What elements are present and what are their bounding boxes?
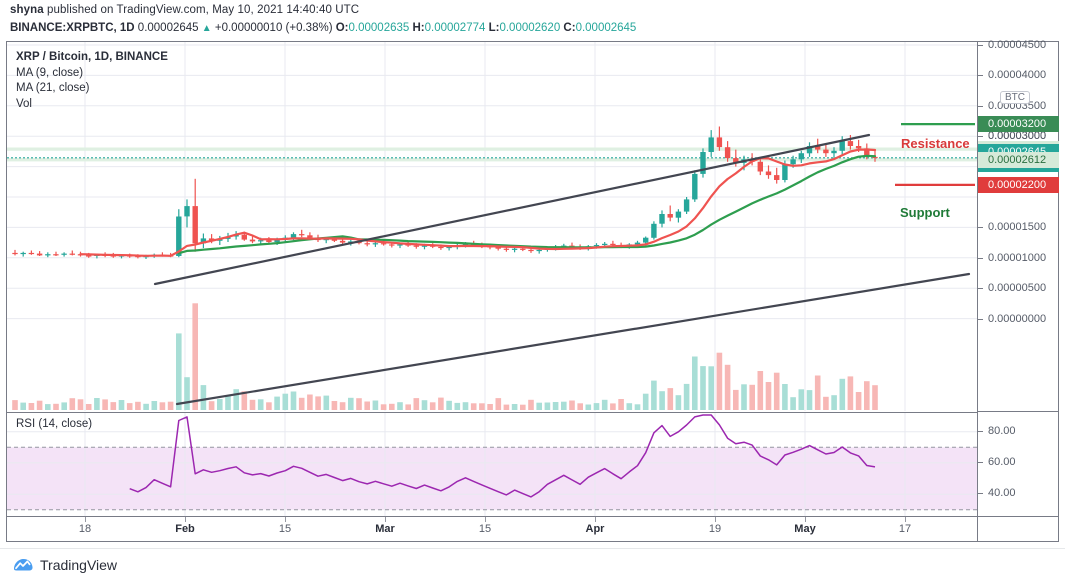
price-chart-pane[interactable]: XRP / Bitcoin, 1D, BINANCE MA (9, close)… [6, 41, 978, 412]
close-value: 0.00002645 [575, 22, 637, 34]
price-axis-label: 0.00004000 [988, 69, 1047, 82]
price-axis-label: 0.00000500 [988, 282, 1047, 295]
low-value: 0.00002620 [499, 22, 561, 34]
time-tick [805, 517, 806, 522]
time-axis-label: Mar [375, 523, 395, 535]
ma21-tag[interactable]: 0.00002612 [978, 151, 1059, 168]
publisher-line: shyna published on TradingView.com, May … [10, 4, 359, 16]
time-axis-label: 15 [278, 523, 292, 535]
support-tag[interactable]: 0.00002200 [978, 176, 1059, 193]
resistance-label[interactable]: Resistance [901, 136, 970, 151]
time-axis-label: May [794, 523, 816, 535]
price-change: +0.00000010 (+0.38%) [214, 22, 333, 34]
time-axis-label: 18 [78, 523, 92, 535]
time-axis[interactable]: 18 Feb 15 Mar 15 Apr 19 May 17 [6, 517, 978, 542]
time-tick [385, 517, 386, 522]
time-axis-label: Apr [585, 523, 605, 535]
symbol-quote-line: BINANCE:XRPBTC, 1D 0.00002645 ▲ +0.00000… [10, 22, 636, 34]
time-axis-label: 17 [898, 523, 912, 535]
price-axis[interactable]: 0.00004500 0.00004000 0.00003500 0.00003000… [978, 39, 1059, 412]
rsi-legend[interactable]: RSI (14, close) [16, 418, 93, 430]
tradingview-logo-icon [12, 556, 34, 574]
price-axis-label: 0.00001500 [988, 221, 1047, 234]
low-key: L: [488, 22, 500, 34]
author-name: shyna [10, 4, 44, 16]
time-tick [85, 517, 86, 522]
price-axis-label: 0.00004500 [988, 39, 1047, 51]
price-tag-value: 0.00002612 [988, 153, 1047, 166]
footer-divider [0, 548, 1065, 549]
price-axis-label: 0.00001000 [988, 251, 1047, 264]
time-tick [185, 517, 186, 522]
support-label[interactable]: Support [900, 205, 950, 220]
rsi-axis-label: 40.00 [988, 487, 1016, 500]
open-key: O: [335, 22, 349, 34]
rsi-axis[interactable]: 80.00 60.00 40.00 [978, 412, 1059, 517]
symbol-label: BINANCE:XRPBTC, 1D [10, 22, 135, 34]
time-tick [715, 517, 716, 522]
time-axis-label: 15 [478, 523, 492, 535]
price-axis-label-30000: 0.00003000 [988, 130, 1047, 143]
price-tag-value: 0.00002200 [988, 178, 1047, 191]
axis-corner [978, 517, 1059, 542]
time-tick [905, 517, 906, 522]
price-axis-label: 0.00003000 [988, 130, 1047, 143]
price-axis-label: 0.00000000 [988, 312, 1047, 325]
resistance-tag[interactable]: 0.00003200 [978, 116, 1059, 133]
close-key: C: [563, 22, 576, 34]
change-arrow-icon: ▲ [201, 23, 212, 34]
high-key: H: [412, 22, 425, 34]
high-value: 0.00002774 [424, 22, 486, 34]
time-axis-label: 19 [708, 523, 722, 535]
price-tag-value: 0.00003200 [988, 118, 1047, 131]
footer: TradingView [12, 556, 117, 574]
tradingview-brand: TradingView [40, 557, 118, 573]
time-tick [485, 517, 486, 522]
currency-badge: BTC [1000, 91, 1030, 104]
rsi-axis-label: 60.00 [988, 455, 1016, 468]
time-axis-label: Feb [175, 523, 195, 535]
time-tick [285, 517, 286, 522]
open-value: 0.00002635 [348, 22, 410, 34]
rsi-axis-label: 80.00 [988, 424, 1016, 437]
published-text: published on TradingView.com, May 10, 20… [47, 4, 360, 16]
rsi-pane[interactable]: RSI (14, close) [6, 412, 978, 517]
last-price: 0.00002645 [137, 22, 199, 34]
time-tick [595, 517, 596, 522]
